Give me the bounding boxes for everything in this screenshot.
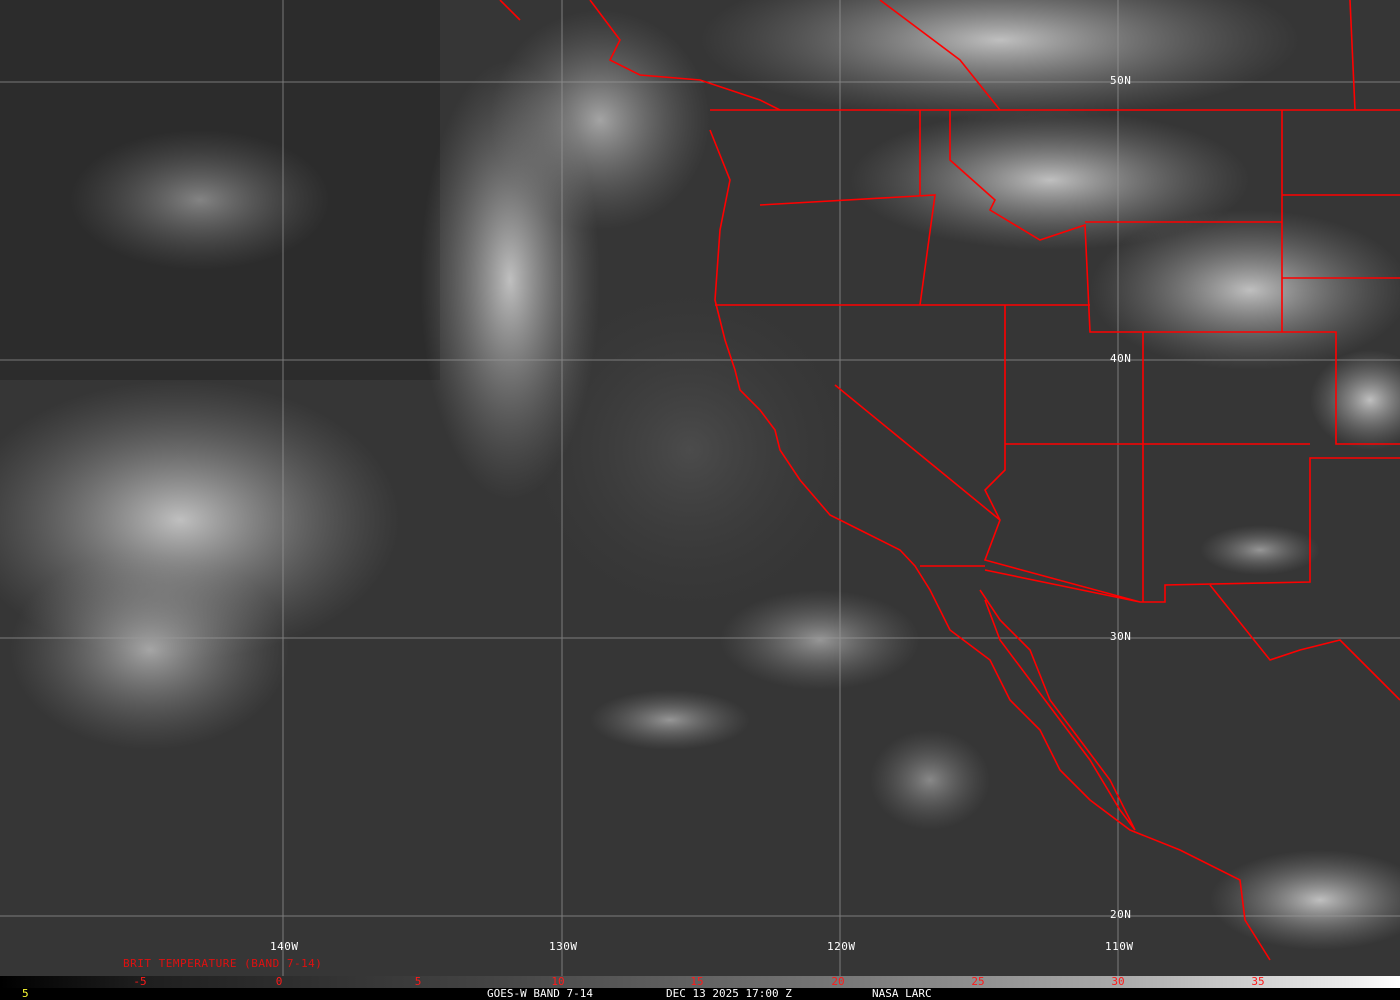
clouds bbox=[0, 0, 1400, 950]
lat-label-30n: 30N bbox=[1110, 630, 1132, 643]
lon-label-110w: 110W bbox=[1105, 940, 1134, 953]
colorbar-title: BRIT TEMPERATURE (BAND 7-14) bbox=[123, 957, 323, 970]
colorbar-tick: 10 bbox=[551, 975, 565, 988]
political-borders bbox=[499, 0, 1400, 961]
colorbar-tick: 35 bbox=[1251, 975, 1265, 988]
data-source: NASA LARC bbox=[872, 987, 932, 1000]
lat-label-50n: 50N bbox=[1110, 74, 1132, 87]
lat-label-20n: 20N bbox=[1110, 908, 1132, 921]
colorbar-tick: 5 bbox=[414, 975, 422, 988]
product-name: GOES-W BAND 7-14 bbox=[487, 987, 593, 1000]
lat-label-40n: 40N bbox=[1110, 352, 1132, 365]
colorbar-tick: 20 bbox=[831, 975, 845, 988]
colorbar-tick: 25 bbox=[971, 975, 985, 988]
image-datetime: DEC 13 2025 17:00 Z bbox=[666, 987, 792, 1000]
map-layer bbox=[0, 0, 1400, 976]
colorbar-tick: 30 bbox=[1111, 975, 1125, 988]
colorbar: -5 0 5 10 15 20 25 30 35 bbox=[0, 975, 1400, 988]
lon-label-140w: 140W bbox=[270, 940, 299, 953]
info-bar: 5 GOES-W BAND 7-14 DEC 13 2025 17:00 Z N… bbox=[0, 987, 1400, 1000]
lon-label-130w: 130W bbox=[549, 940, 578, 953]
lon-label-120w: 120W bbox=[827, 940, 856, 953]
colorbar-tick: 15 bbox=[690, 975, 704, 988]
frame-number: 5 bbox=[22, 987, 29, 1000]
colorbar-tick: 0 bbox=[275, 975, 283, 988]
lat-lon-grid bbox=[0, 0, 1400, 976]
colorbar-tick: -5 bbox=[133, 975, 147, 988]
satellite-image: 50N 40N 30N 20N 140W 130W 120W 110W BRIT… bbox=[0, 0, 1400, 976]
